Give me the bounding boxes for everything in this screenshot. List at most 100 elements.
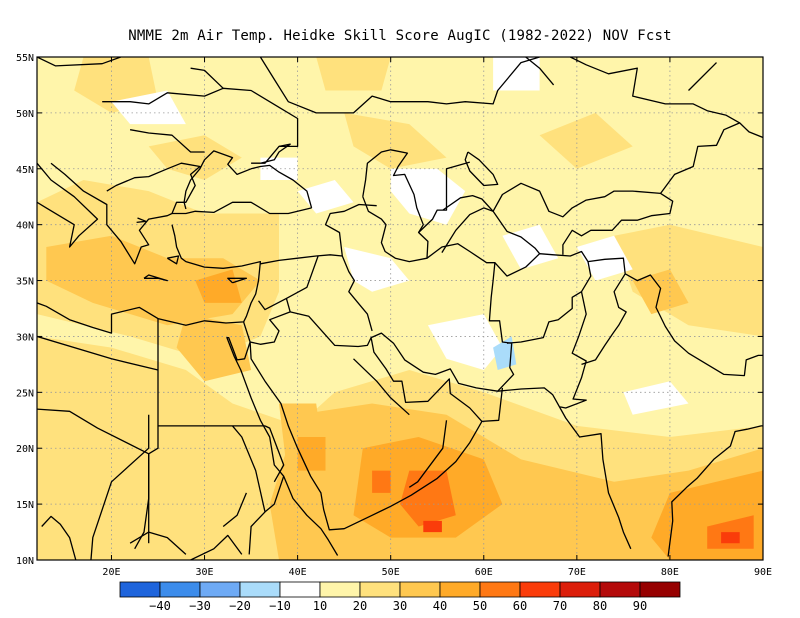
colorbar-bin: [439, 581, 481, 598]
y-tick-label: 45N: [16, 165, 34, 176]
colorbar-label: −20: [229, 599, 251, 613]
y-tick-label: 40N: [16, 221, 34, 232]
colorbar-bin: [399, 581, 441, 598]
boundary-line-8: [249, 332, 632, 550]
colorbar-bin: [559, 581, 601, 598]
boundary-line-11: [464, 151, 499, 187]
colorbar-bin: [159, 581, 201, 598]
boundary-line-10: [362, 149, 429, 263]
colorbar-label: 70: [553, 599, 567, 613]
x-tick-label: 70E: [568, 567, 586, 578]
skill-region-17: [297, 437, 326, 471]
boundary-line-44: [129, 531, 187, 555]
boundary-line-15: [129, 129, 205, 153]
boundary-line-36: [37, 335, 159, 371]
colorbar-bin: [239, 581, 281, 598]
y-tick-label: 35N: [16, 277, 34, 288]
boundary-line-53: [227, 277, 248, 284]
boundary-line-52: [143, 274, 168, 282]
colorbar-label: 80: [593, 599, 607, 613]
colorbar-label: −10: [269, 599, 291, 613]
y-tick-label: 50N: [16, 109, 34, 120]
colorbar-bin: [359, 581, 401, 598]
boundary-line-51: [166, 255, 180, 265]
colorbar-label: 50: [473, 599, 487, 613]
boundary-line-13: [259, 57, 540, 114]
y-tick-label: 15N: [16, 500, 34, 511]
boundary-line-9: [667, 425, 763, 557]
y-tick-label: 20N: [16, 444, 34, 455]
map-frame: [36, 56, 764, 561]
boundary-line-42: [264, 475, 285, 513]
boundary-line-6: [37, 224, 262, 334]
skill-region-29: [111, 90, 186, 125]
skill-region-6: [344, 112, 447, 169]
skill-region-24: [297, 180, 354, 214]
colorbar-label: 20: [353, 599, 367, 613]
boundary-line-17: [260, 203, 377, 265]
y-tick-label: 10N: [16, 556, 34, 567]
boundary-line-12: [90, 414, 150, 560]
y-tick-label: 30N: [16, 332, 34, 343]
boundary-line-4: [183, 150, 313, 210]
colorbar-bin: [199, 581, 241, 598]
skill-region-28: [576, 235, 633, 281]
boundary-line-46: [190, 534, 243, 560]
boundary-line-43: [232, 425, 266, 555]
skill-region-13: [632, 269, 689, 315]
colorbar-label: 10: [313, 599, 327, 613]
boundary-line-32: [190, 67, 224, 89]
boundary-line-20: [290, 311, 372, 348]
x-tick-label: 60E: [475, 567, 493, 578]
skill-region-30: [260, 157, 298, 180]
axis-ticks: 20E 30E 40E 50E 60E 70E 80E 90E 10N 15N 20N 25N 30N 3…: [16, 53, 772, 578]
boundary-line-5: [251, 143, 291, 164]
boundary-line-50: [136, 217, 147, 224]
colorbar-bin: [519, 581, 561, 598]
boundary-line-22: [426, 243, 515, 392]
boundary-line-45: [41, 515, 77, 560]
boundary-line-23: [494, 250, 592, 344]
skill-region-5: [614, 224, 763, 337]
colorbar-label: 60: [513, 599, 527, 613]
skill-region-22: [721, 532, 740, 544]
skill-region-19: [707, 515, 754, 549]
skill-region-32: [623, 381, 689, 415]
colorbar-label: −40: [149, 599, 171, 613]
skill-region-9: [46, 235, 261, 326]
colorbar-label: 30: [393, 599, 407, 613]
skill-region-20: [372, 470, 391, 493]
boundary-line-0: [37, 162, 99, 248]
map-title: NMME 2m Air Temp. Heidke Skill Score Aug…: [128, 28, 672, 44]
gridlines: [37, 57, 763, 560]
colorbar-label: −30: [189, 599, 211, 613]
boundary-line-25: [559, 291, 587, 409]
boundary-line-34: [408, 420, 448, 488]
boundary-line-35: [353, 358, 410, 416]
x-tick-label: 80E: [661, 567, 679, 578]
coastlines-borders: [37, 57, 763, 560]
skill-region-21: [423, 520, 442, 533]
boundary-line-7: [226, 321, 339, 556]
boundary-line-31: [570, 57, 741, 124]
x-tick-label: 40E: [289, 567, 307, 578]
x-tick-label: 20E: [102, 567, 120, 578]
colorbar-bin: [639, 581, 681, 598]
y-tick-label: 25N: [16, 388, 34, 399]
boundary-line-41: [264, 425, 285, 483]
boundary-line-49: [688, 62, 717, 91]
colorbar-bin: [319, 581, 361, 598]
boundary-line-47: [222, 492, 248, 528]
boundary-line-3: [172, 201, 312, 215]
x-tick-label: 90E: [754, 567, 772, 578]
boundary-line-48: [525, 57, 555, 86]
colorbar-bin: [479, 581, 521, 598]
colorbar-bin: [279, 581, 321, 598]
boundary-line-14: [106, 162, 201, 214]
colorbar-bin: [599, 581, 641, 598]
skill-region-8: [316, 57, 391, 91]
boundary-line-28: [418, 161, 470, 233]
boundary-line-30: [660, 122, 763, 194]
boundary-line-21: [341, 255, 373, 332]
